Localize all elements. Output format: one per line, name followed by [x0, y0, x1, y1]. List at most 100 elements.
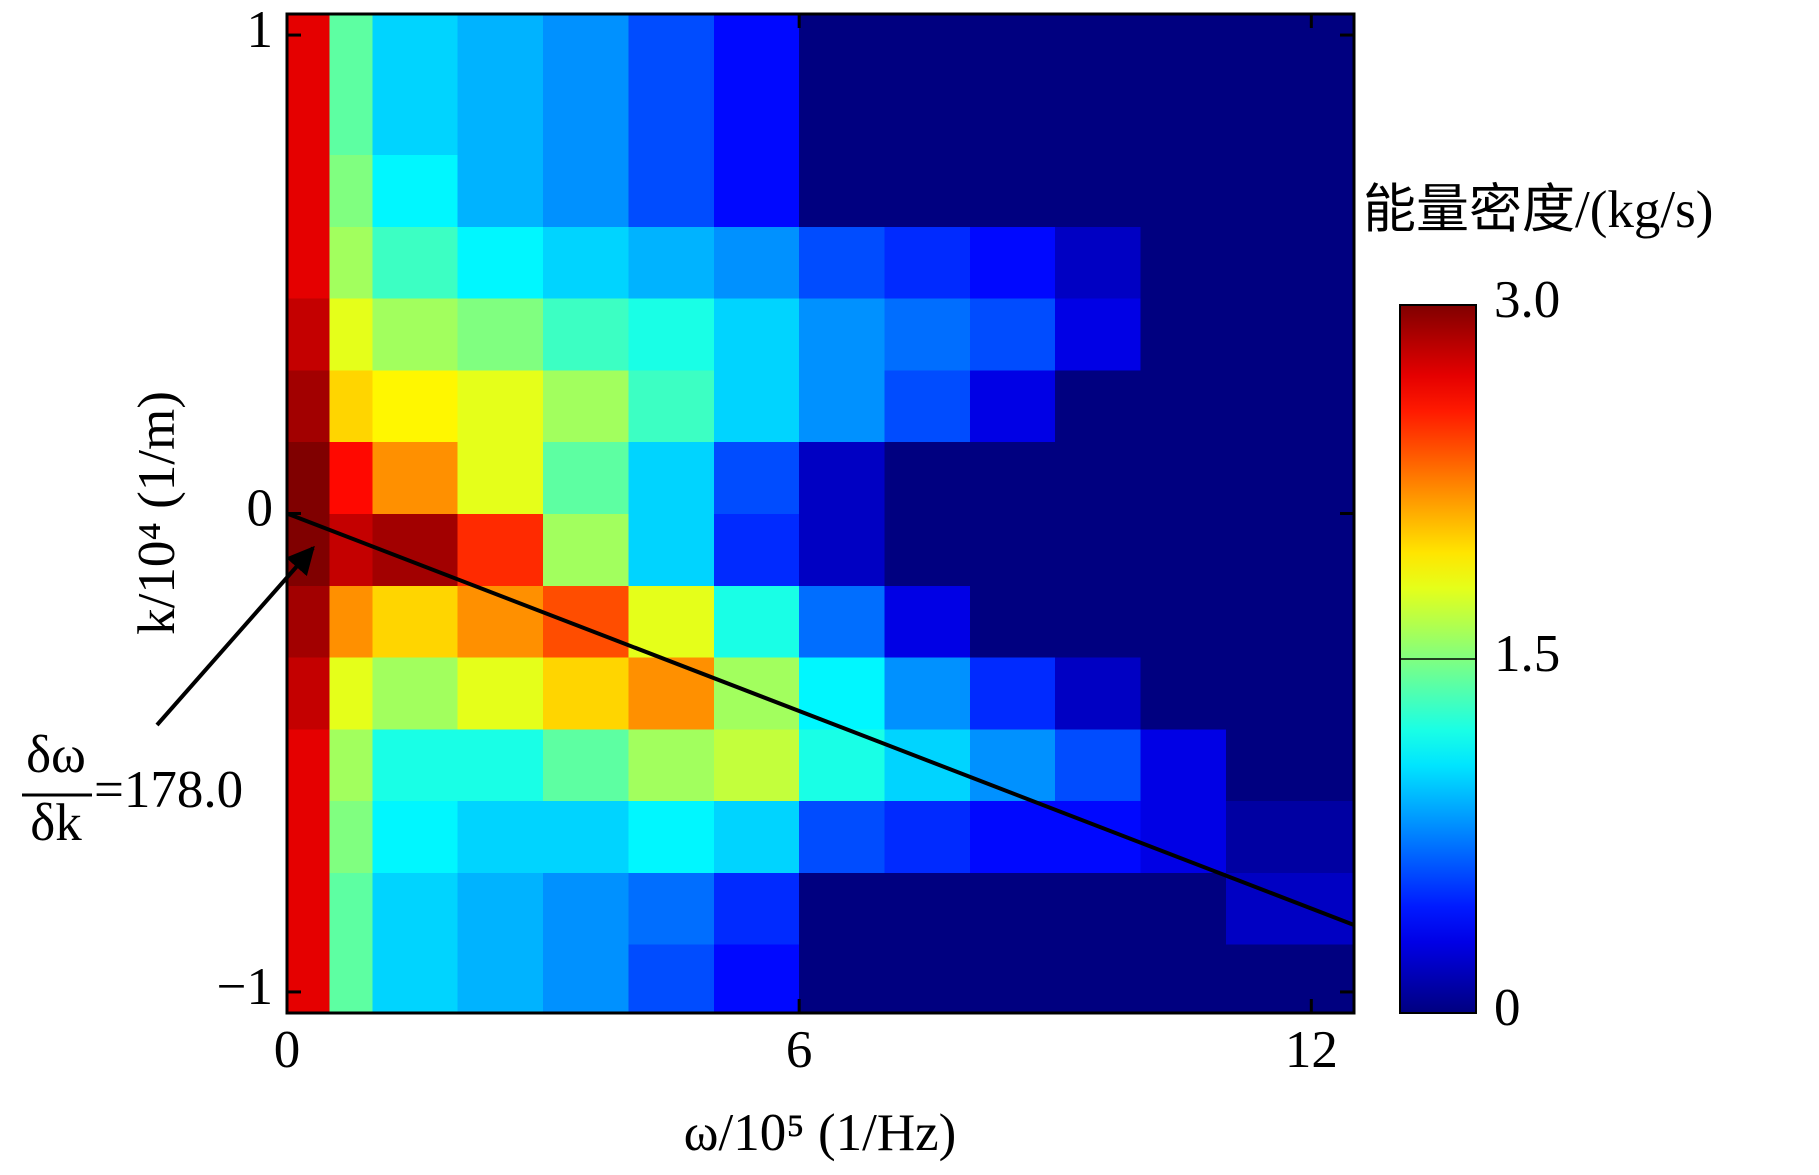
heat-cell [372, 585, 459, 658]
fit-line [286, 511, 1355, 927]
heat-cell [799, 82, 886, 156]
heat-cell [1055, 14, 1142, 84]
heat-cell [884, 728, 971, 802]
heat-cell [884, 872, 971, 945]
heat-cell [1140, 154, 1227, 227]
heat-cell [1055, 728, 1142, 802]
heat-cell [1225, 441, 1355, 514]
heat-cell [1055, 226, 1142, 299]
heat-cell [1055, 369, 1142, 443]
heat-cell [969, 585, 1056, 658]
heat-cell [329, 298, 373, 371]
x-tick-label: 12 [1285, 1021, 1338, 1079]
heat-cell [628, 872, 715, 945]
heat-cell [543, 298, 629, 371]
heat-cell [329, 441, 373, 514]
heat-cell [969, 872, 1056, 945]
heat-cell [969, 226, 1056, 299]
heat-cell [884, 82, 971, 156]
heat-cell [543, 226, 629, 299]
annotation-text: =178.0 [94, 761, 243, 819]
heat-cell [628, 226, 715, 299]
heat-cell [287, 226, 331, 299]
y-tick-label: 1 [247, 1, 274, 59]
heat-cell [543, 872, 629, 945]
heat-cell [969, 944, 1056, 1014]
heat-cell [628, 944, 715, 1014]
heat-cell [713, 728, 800, 802]
heat-cell [287, 800, 331, 873]
heat-cell [1225, 82, 1355, 156]
heat-cell [1140, 728, 1227, 802]
heat-cell [543, 369, 629, 443]
heat-cell [1225, 14, 1355, 84]
heat-cell [1140, 82, 1227, 156]
heat-cell [628, 657, 715, 730]
heat-cell [799, 226, 886, 299]
heat-cell [457, 14, 544, 84]
y-axis-label: k/10⁴ (1/m) [128, 391, 186, 635]
heat-cell [799, 369, 886, 443]
y-tick-label: −1 [217, 958, 273, 1016]
heat-cell [372, 14, 459, 84]
heat-cell [329, 369, 373, 443]
heat-cell [713, 872, 800, 945]
heat-cell [713, 513, 800, 586]
heat-cell [628, 154, 715, 227]
heat-cell [628, 513, 715, 586]
heat-cell [372, 728, 459, 802]
heat-cell [1140, 513, 1227, 586]
heat-cell [287, 728, 331, 802]
heat-cell [1140, 872, 1227, 945]
heat-cell [543, 82, 629, 156]
heat-cell [1055, 82, 1142, 156]
heat-cell [799, 14, 886, 84]
heat-cell [628, 800, 715, 873]
heat-cell [457, 513, 544, 586]
heat-cell [799, 513, 886, 586]
colorbar-tick-label: 0 [1494, 979, 1521, 1037]
heat-cell [1225, 226, 1355, 299]
heat-cell [1225, 585, 1355, 658]
heat-cell [287, 513, 331, 586]
heat-cell [884, 513, 971, 586]
heat-cell [1225, 944, 1355, 1014]
heat-cell [287, 369, 331, 443]
heat-cell [543, 728, 629, 802]
heat-cell [713, 14, 800, 84]
heat-cell [884, 369, 971, 443]
heat-cell [1055, 298, 1142, 371]
heat-cell [543, 441, 629, 514]
heat-cell [329, 728, 373, 802]
heat-cell [457, 82, 544, 156]
heat-cell [457, 800, 544, 873]
heat-cell [799, 944, 886, 1014]
heat-cell [287, 14, 331, 84]
heat-cell [799, 585, 886, 658]
heat-cell [799, 298, 886, 371]
heat-cell [884, 298, 971, 371]
heat-cell [543, 657, 629, 730]
heat-cell [884, 14, 971, 84]
heat-cell [457, 441, 544, 514]
annotation-numerator: δω [26, 726, 86, 784]
heat-cell [799, 800, 886, 873]
heat-cell [884, 585, 971, 658]
heat-cell [713, 944, 800, 1014]
heat-cell [329, 14, 373, 84]
heat-cell [287, 441, 331, 514]
heat-cell [287, 154, 331, 227]
heat-cell [372, 944, 459, 1014]
heat-cell [543, 154, 629, 227]
heat-cell [457, 657, 544, 730]
heat-cell [457, 226, 544, 299]
heat-cell [1225, 728, 1355, 802]
heat-cell [1140, 226, 1227, 299]
heat-cell [1055, 585, 1142, 658]
heat-cell [1225, 298, 1355, 371]
heat-cell [1055, 657, 1142, 730]
heat-cell [799, 657, 886, 730]
heat-cell [287, 657, 331, 730]
heat-cell [713, 800, 800, 873]
heat-cell [713, 369, 800, 443]
